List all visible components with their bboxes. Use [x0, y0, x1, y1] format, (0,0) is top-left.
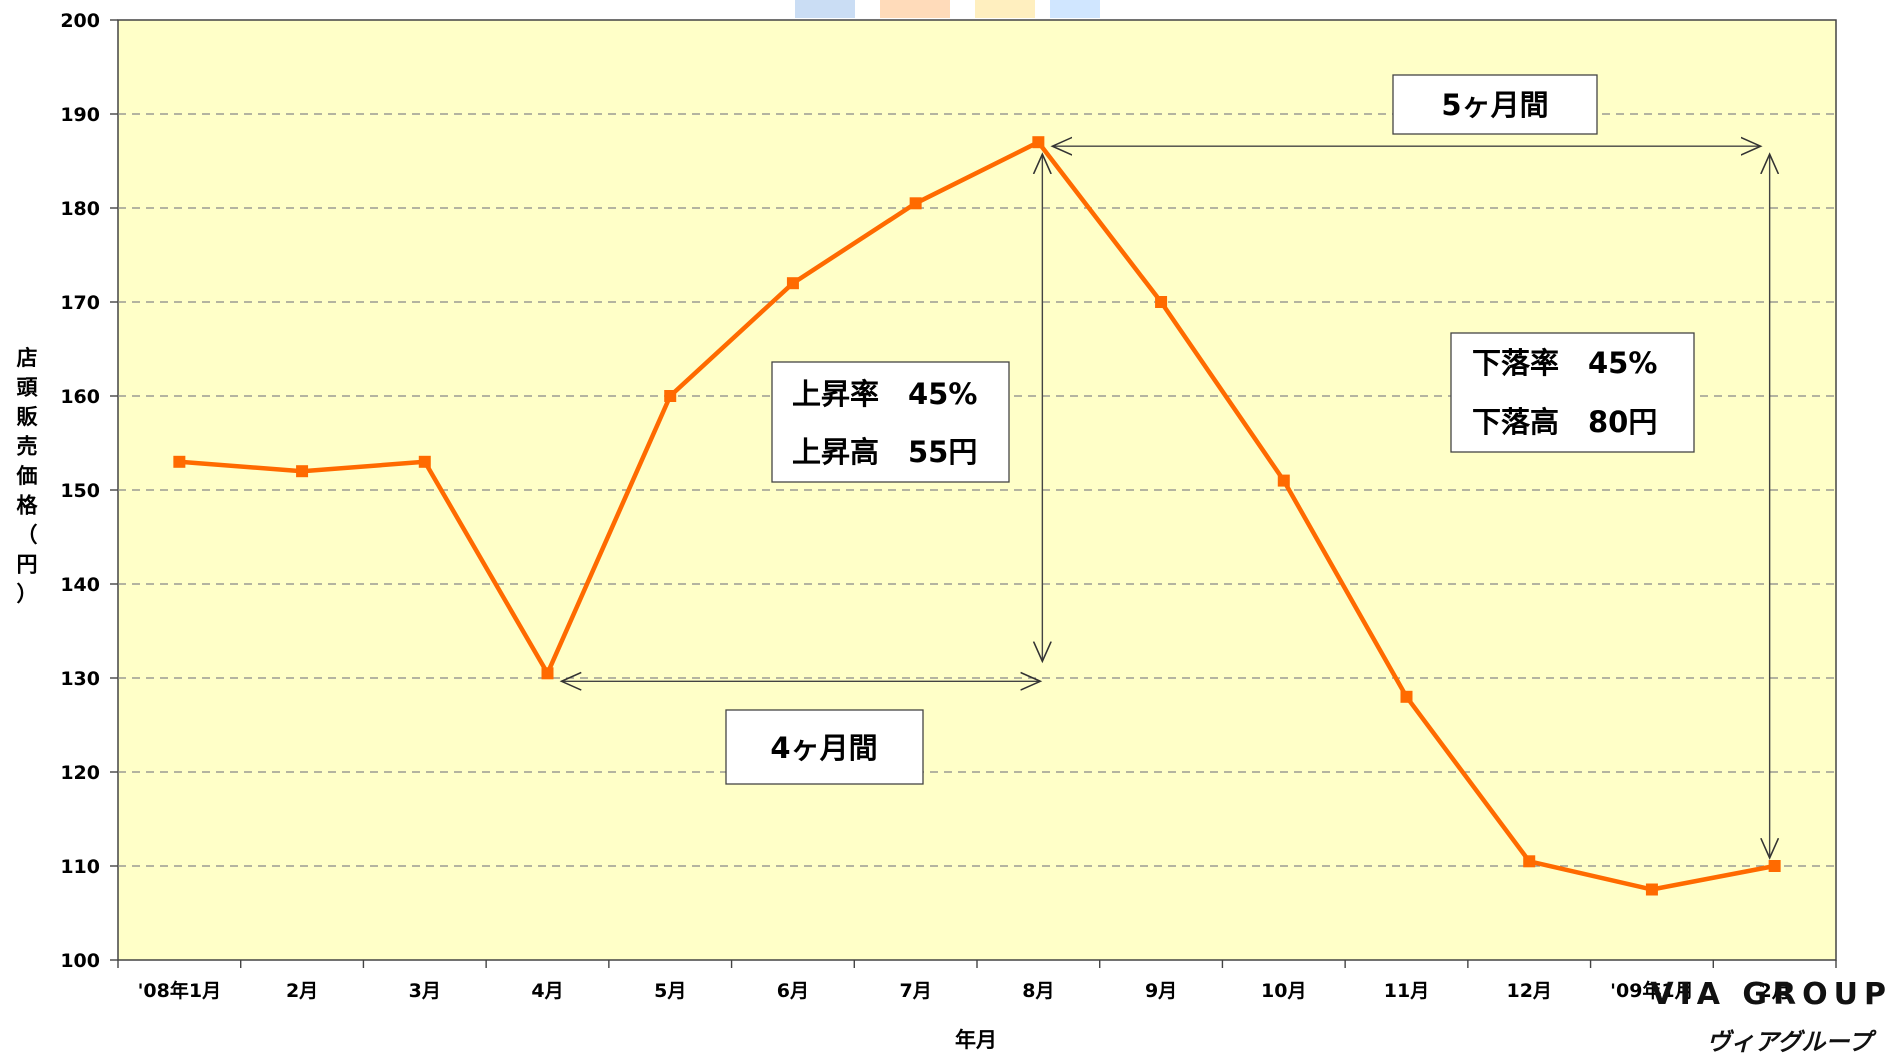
fall-period-box: 5ヶ月間 [1392, 74, 1598, 135]
x-tick-label: 3月 [409, 980, 441, 1002]
y-tick-label: 170 [60, 292, 100, 314]
x-tick-label: 7月 [900, 980, 932, 1002]
y-tick-label: 150 [60, 480, 100, 502]
x-tick-label: 12月 [1506, 980, 1551, 1002]
data-point [1277, 474, 1290, 487]
y-axis-title: 店頭販売価格（円） [16, 346, 39, 606]
x-axis-ticks: '08年1月 2月 3月 4月 5月 6月 7月 8月 9月 10月 11月 12月 '09年1月 2月 [138, 979, 1791, 1002]
rise-amount-label: 上昇高 55円 [792, 435, 977, 469]
x-tick-label: 6月 [777, 980, 809, 1002]
background-logo-watermark [795, 0, 1100, 18]
data-point [1155, 296, 1168, 308]
fall-annotation-box: 下落率 45% 下落高 80円 [1450, 332, 1695, 453]
data-point [1400, 690, 1413, 703]
x-tick-label: 2月 [1759, 980, 1791, 1002]
data-point [664, 390, 677, 402]
series-line [179, 139, 1776, 892]
rise-period-label: 4ヶ月間 [770, 731, 877, 765]
data-point [418, 455, 431, 468]
x-axis-tick-marks [117, 960, 1837, 968]
data-point [1523, 855, 1536, 868]
y-axis-ticks: 100 110 120 130 140 150 160 170 180 190 200 [60, 10, 118, 972]
data-point [296, 465, 309, 478]
x-tick-label: 10月 [1261, 980, 1306, 1002]
x-tick-label: 5月 [654, 980, 686, 1002]
x-axis-title: 年月 [955, 1028, 997, 1052]
x-tick-label: '08年1月 [138, 979, 221, 1002]
x-tick-label: 11月 [1384, 980, 1429, 1002]
y-tick-label: 120 [60, 762, 100, 784]
y-tick-label: 200 [60, 10, 100, 32]
x-tick-label: 4月 [531, 980, 563, 1002]
logo-main-text: VIA GROUP [1650, 977, 1892, 1012]
y-tick-label: 110 [60, 856, 100, 878]
y-tick-label: 140 [60, 574, 100, 596]
data-point [173, 455, 186, 468]
data-point [786, 277, 799, 290]
y-tick-label: 130 [60, 668, 100, 690]
fall-period-label: 5ヶ月間 [1441, 88, 1548, 122]
rise-annotation-box: 上昇率 45% 上昇高 55円 [771, 361, 1010, 483]
x-tick-label: 2月 [286, 980, 318, 1002]
rise-period-box: 4ヶ月間 [725, 709, 924, 785]
y-tick-label: 190 [60, 104, 100, 126]
via-group-logo: VIA GROUP ヴィアグループ [1650, 977, 1892, 1053]
data-point [541, 667, 554, 680]
x-tick-label: '09年1月 [1610, 979, 1693, 1002]
y-tick-label: 160 [60, 386, 100, 408]
data-point [1645, 883, 1658, 896]
y-tick-label: 100 [60, 950, 100, 972]
data-point [1032, 136, 1045, 149]
logo-sub-text: ヴィアグループ [1707, 1028, 1877, 1053]
y-tick-label: 180 [60, 198, 100, 220]
annotation-arrows [562, 146, 1770, 858]
fall-amount-label: 下落高 80円 [1472, 405, 1657, 439]
x-tick-label: 9月 [1145, 980, 1177, 1002]
x-tick-label: 8月 [1022, 980, 1054, 1002]
data-point [1768, 860, 1781, 872]
data-point [909, 197, 922, 210]
fall-rate-label: 下落率 45% [1472, 346, 1657, 380]
rise-rate-label: 上昇率 45% [792, 377, 977, 411]
price-series [173, 136, 1781, 896]
